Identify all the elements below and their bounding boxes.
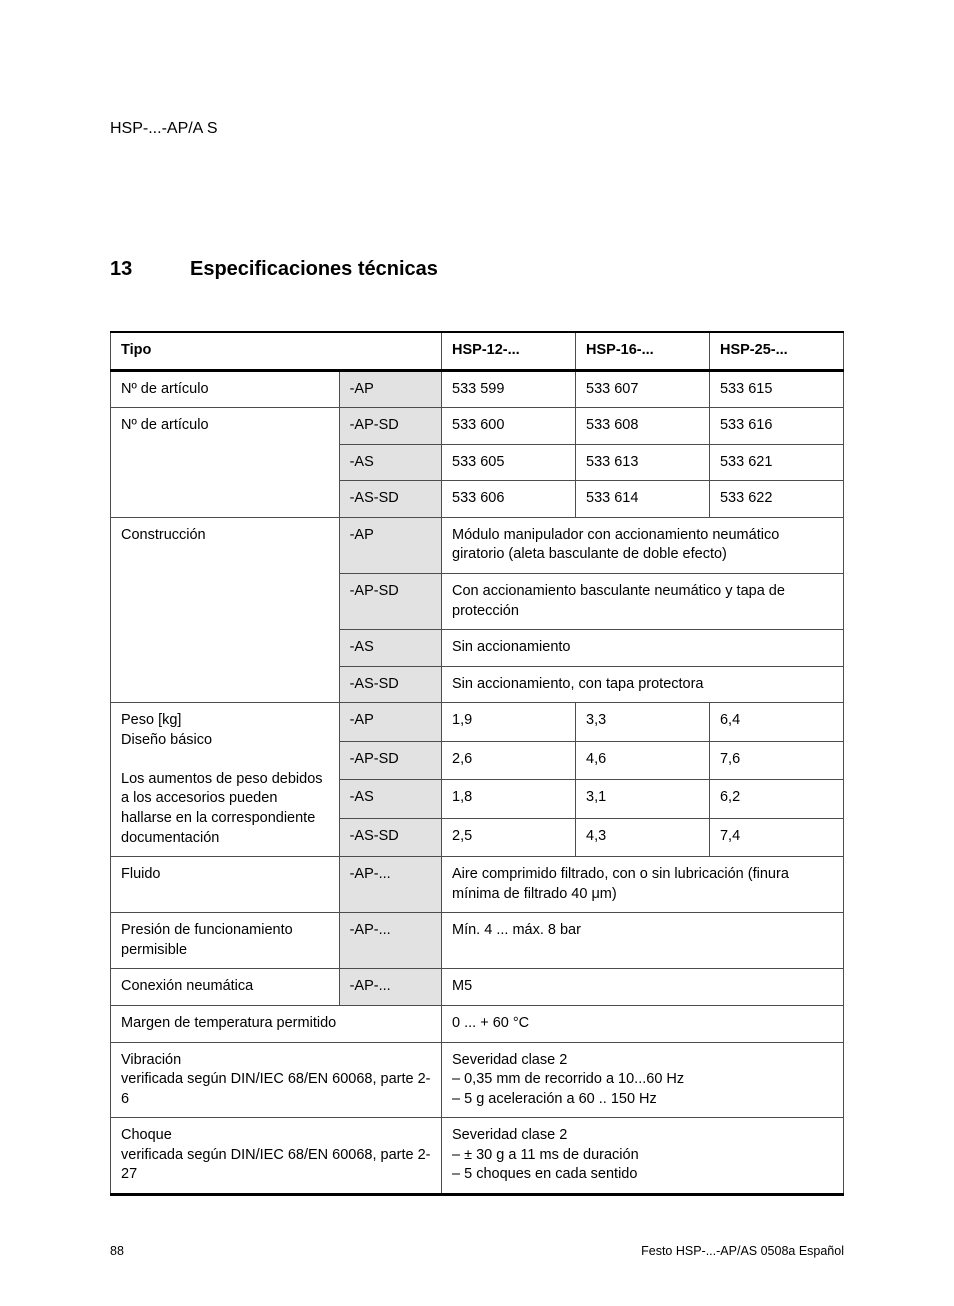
cell: 533 615 (709, 370, 843, 408)
cell: Módulo manipulador con accionamiento neu… (442, 517, 844, 573)
cell: Mín. 4 ... máx. 8 bar (442, 913, 844, 969)
col-hsp25: HSP-25-... (709, 332, 843, 370)
cell: 533 599 (442, 370, 576, 408)
row-variant: -AS (339, 780, 441, 818)
vibration-spec-1: – 0,35 mm de recorrido a 10...60 Hz (452, 1071, 684, 1087)
shock-title: Choque (121, 1127, 172, 1143)
cell: M5 (442, 969, 844, 1006)
cell: 533 622 (709, 481, 843, 518)
cell: 533 616 (709, 408, 843, 445)
shock-spec-1: – ± 30 g a 11 ms de duración (452, 1147, 639, 1163)
cell: 2,5 (442, 818, 576, 856)
cell: 1,8 (442, 780, 576, 818)
col-tipo: Tipo (111, 332, 442, 370)
row-label: Nº de artículo (111, 370, 340, 408)
weight-title: Peso [kg] (121, 712, 181, 728)
weight-note: Los aumentos de peso debidos a los acces… (121, 771, 323, 846)
cell: 0 ... + 60 °C (442, 1005, 844, 1042)
cell: Con accionamiento basculante neumático y… (442, 573, 844, 629)
vibration-standard: verificada según DIN/IEC 68/EN 60068, pa… (121, 1071, 431, 1107)
row-label: Presión de funcionamiento permisible (111, 913, 340, 969)
shock-severity: Severidad clase 2 (452, 1127, 567, 1143)
table-row: Construcción -AP Módulo manipulador con … (111, 517, 844, 573)
cell: Sin accionamiento (442, 630, 844, 667)
vibration-severity: Severidad clase 2 (452, 1052, 567, 1068)
cell: 533 614 (576, 481, 710, 518)
row-label: Choque verificada según DIN/IEC 68/EN 60… (111, 1118, 442, 1195)
cell: 6,4 (709, 703, 843, 741)
row-label: Construcción (111, 517, 340, 702)
row-variant: -AP-SD (339, 741, 441, 779)
row-variant: -AP (339, 517, 441, 573)
cell: 533 621 (709, 444, 843, 481)
table-row: Fluido -AP-... Aire comprimido filtrado,… (111, 857, 844, 913)
running-header: HSP-...-AP/A S (110, 120, 844, 138)
cell: Severidad clase 2 – 0,35 mm de recorrido… (442, 1042, 844, 1118)
row-variant: -AP (339, 703, 441, 741)
row-variant: -AS-SD (339, 481, 441, 518)
row-variant: -AP-SD (339, 408, 441, 445)
page-footer: 88 Festo HSP-...-AP/AS 0508a Español (110, 1244, 844, 1258)
row-label: Margen de temperatura permitido (111, 1005, 442, 1042)
cell: 2,6 (442, 741, 576, 779)
row-label: Nº de artículo (111, 408, 340, 518)
cell: 1,9 (442, 703, 576, 741)
cell: 533 600 (442, 408, 576, 445)
row-variant: -AS (339, 444, 441, 481)
row-variant: -AS (339, 630, 441, 667)
cell: Severidad clase 2 – ± 30 g a 11 ms de du… (442, 1118, 844, 1195)
cell: 7,6 (709, 741, 843, 779)
row-variant: -AP-... (339, 969, 441, 1006)
row-variant: -AP-SD (339, 573, 441, 629)
section-number: 13 (110, 258, 190, 281)
page-number: 88 (110, 1244, 124, 1258)
row-variant: -AP-... (339, 857, 441, 913)
shock-standard: verificada según DIN/IEC 68/EN 60068, pa… (121, 1147, 431, 1183)
table-row: Vibración verificada según DIN/IEC 68/EN… (111, 1042, 844, 1118)
section-heading: Especificaciones técnicas (190, 258, 438, 281)
row-variant: -AS-SD (339, 666, 441, 703)
cell: 533 613 (576, 444, 710, 481)
cell: 7,4 (709, 818, 843, 856)
cell: 533 606 (442, 481, 576, 518)
cell: 4,3 (576, 818, 710, 856)
cell: 533 605 (442, 444, 576, 481)
table-row: Peso [kg] Diseño básico Los aumentos de … (111, 703, 844, 741)
cell: Sin accionamiento, con tapa protectora (442, 666, 844, 703)
row-variant: -AP (339, 370, 441, 408)
weight-subtitle: Diseño básico (121, 732, 212, 748)
table-row: Nº de artículo -AP-SD 533 600 533 608 53… (111, 408, 844, 445)
table-header-row: Tipo HSP-12-... HSP-16-... HSP-25-... (111, 332, 844, 370)
cell: 3,3 (576, 703, 710, 741)
footer-text: Festo HSP-...-AP/AS 0508a Español (641, 1244, 844, 1258)
cell: 6,2 (709, 780, 843, 818)
row-variant: -AS-SD (339, 818, 441, 856)
cell: 3,1 (576, 780, 710, 818)
section-title: 13 Especificaciones técnicas (110, 258, 844, 281)
col-hsp16: HSP-16-... (576, 332, 710, 370)
vibration-title: Vibración (121, 1052, 181, 1068)
shock-spec-2: – 5 choques en cada sentido (452, 1166, 637, 1182)
cell: 4,6 (576, 741, 710, 779)
cell: Aire comprimido filtrado, con o sin lubr… (442, 857, 844, 913)
row-label: Vibración verificada según DIN/IEC 68/EN… (111, 1042, 442, 1118)
table-row: Margen de temperatura permitido 0 ... + … (111, 1005, 844, 1042)
table-row: Choque verificada según DIN/IEC 68/EN 60… (111, 1118, 844, 1195)
row-label: Peso [kg] Diseño básico Los aumentos de … (111, 703, 340, 857)
spec-table: Tipo HSP-12-... HSP-16-... HSP-25-... Nº… (110, 331, 844, 1196)
table-row: Nº de artículo -AP 533 599 533 607 533 6… (111, 370, 844, 408)
cell: 533 608 (576, 408, 710, 445)
row-variant: -AP-... (339, 913, 441, 969)
cell: 533 607 (576, 370, 710, 408)
table-row: Conexión neumática -AP-... M5 (111, 969, 844, 1006)
vibration-spec-2: – 5 g aceleración a 60 .. 150 Hz (452, 1091, 657, 1107)
table-row: Presión de funcionamiento permisible -AP… (111, 913, 844, 969)
row-label: Fluido (111, 857, 340, 913)
row-label: Conexión neumática (111, 969, 340, 1006)
col-hsp12: HSP-12-... (442, 332, 576, 370)
